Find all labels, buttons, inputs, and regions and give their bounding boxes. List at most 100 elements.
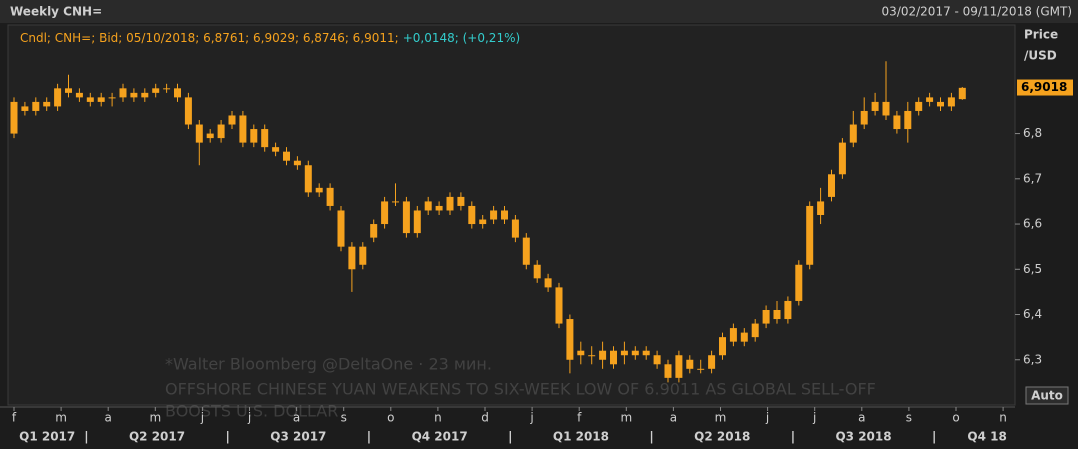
candle-body [871, 101, 879, 111]
month-label: j [529, 411, 533, 425]
candle-body [370, 224, 378, 238]
y-tick-label: 6,7 [1023, 171, 1042, 185]
candle-body [501, 210, 508, 220]
candle-body [392, 201, 399, 203]
candle-body [522, 237, 530, 265]
header-change: +0,0148; (+0,21%) [403, 31, 520, 45]
month-label: f [577, 411, 582, 425]
candle-body [719, 337, 726, 356]
quarter-label: Q2 2017 [129, 430, 185, 444]
candle-body [424, 201, 432, 211]
candle-body [740, 332, 748, 342]
candle-body [65, 88, 72, 93]
candle-body [359, 246, 367, 265]
candle-body [490, 210, 498, 220]
candle-body [381, 201, 389, 225]
candle-body [958, 87, 966, 100]
candle-body [838, 142, 846, 175]
watermark: OFFSHORE CHINESE YUAN WEAKENS TO SIX-WEE… [165, 380, 876, 399]
candle-body [926, 97, 934, 102]
candle-body [86, 97, 94, 102]
month-label: m [149, 411, 161, 425]
y-tick-label: 6,4 [1023, 307, 1042, 321]
candle-body [533, 264, 541, 279]
candle-body [402, 201, 410, 234]
month-label: a [105, 411, 112, 425]
candle-body [653, 355, 661, 365]
candle-body [130, 92, 138, 98]
candle-body [195, 124, 203, 143]
candle-body [75, 92, 83, 98]
month-label: o [387, 411, 394, 425]
candle-body [631, 350, 639, 356]
watermark: *Walter Bloomberg @DeltaOne · 23 мин. [165, 355, 492, 374]
candle-body [479, 219, 487, 225]
quarter-separator: | [367, 430, 371, 444]
plot-area [7, 24, 1016, 406]
watermark: BOOSTS U.S. DOLLAR [165, 402, 338, 421]
candle-body [21, 106, 29, 111]
quarter-separator: | [649, 430, 653, 444]
candle-body [206, 133, 214, 139]
candle-body [511, 219, 519, 238]
candle-body [304, 165, 312, 193]
candle-body [457, 196, 465, 206]
candle-body [217, 124, 225, 139]
y-tick-label: 6,8 [1023, 126, 1042, 140]
y-tick-label: 6,3 [1023, 352, 1042, 366]
chart-title: Weekly CNH= [10, 5, 102, 19]
month-label: d [481, 411, 489, 425]
quarter-label: Q1 2018 [553, 430, 609, 444]
month-label: s [906, 411, 912, 425]
y-tick-label: 6,5 [1023, 262, 1042, 276]
header-line: Cndl; CNH=; Bid; 05/10/2018; 6,8761; 6,9… [20, 31, 520, 45]
quarter-label: Q4 18 [967, 430, 1006, 444]
month-label: o [952, 411, 959, 425]
candle-body [544, 278, 552, 288]
month-label: f [12, 411, 17, 425]
candle-body [947, 97, 955, 107]
candle-body [828, 174, 835, 197]
candle-body [43, 101, 51, 107]
candle-body [751, 323, 759, 338]
auto-button-label[interactable]: Auto [1031, 389, 1063, 403]
candle-body [849, 124, 857, 143]
candle-body [174, 88, 181, 98]
month-label: s [341, 411, 347, 425]
quarter-label: Q3 2017 [270, 430, 326, 444]
date-range: 03/02/2017 - 09/11/2018 (GMT) [882, 5, 1072, 19]
candle-body [686, 359, 694, 369]
candle-body [566, 319, 574, 360]
candle-body [446, 196, 454, 211]
candle-body [468, 205, 476, 225]
candle-body [555, 287, 563, 324]
quarter-separator: | [226, 430, 230, 444]
y-axis-label: /USD [1024, 49, 1057, 63]
y-axis-label: Price [1024, 28, 1058, 42]
candle-body [435, 205, 443, 211]
candle-body [729, 328, 737, 342]
last-price-tag [1017, 79, 1073, 96]
candle-body [642, 350, 650, 356]
y-tick-label: 6,6 [1023, 217, 1042, 231]
candle-body [32, 101, 40, 111]
candle-body [163, 88, 171, 90]
candle-body [337, 210, 345, 247]
candle-body [184, 97, 192, 125]
candle-body [610, 350, 617, 365]
candle-body [293, 160, 301, 166]
candle-body [10, 101, 18, 134]
month-label: n [999, 411, 1007, 425]
quarter-separator: | [84, 430, 88, 444]
candle-body [697, 368, 705, 370]
auto-button[interactable] [1025, 386, 1069, 405]
candle-body [817, 201, 825, 215]
candle-body [882, 101, 890, 116]
candle-body [326, 187, 334, 206]
title-bar [0, 0, 1078, 23]
header-text: Cndl; CNH=; Bid; 05/10/2018; 6,8761; 6,9… [20, 31, 399, 45]
candle-body [97, 97, 105, 102]
candle-body [773, 310, 781, 320]
candle-body [620, 350, 628, 356]
